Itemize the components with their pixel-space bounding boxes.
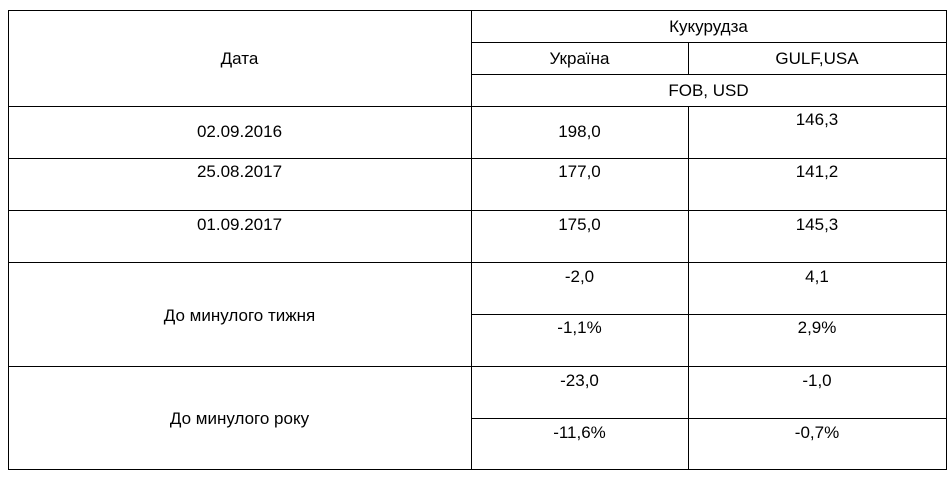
column-header: GULF,USA — [775, 49, 859, 68]
crop-header: Кукурудза — [669, 17, 748, 36]
change-value: -2,0 — [564, 267, 595, 286]
change-value: -11,6% — [553, 423, 606, 442]
date-header: Дата — [220, 49, 259, 68]
value-cell: 177,0 — [558, 162, 601, 181]
column-header: Україна — [549, 49, 610, 68]
borders — [8, 10, 947, 470]
unit-header: FOB, USD — [668, 81, 749, 100]
change-value: -0,7% — [794, 423, 840, 442]
value-cell: 146,3 — [795, 110, 839, 129]
date-cell: 01.09.2017 — [196, 215, 283, 234]
date-cell: 02.09.2016 — [196, 122, 283, 141]
change-value: -1,0 — [802, 371, 832, 390]
change-value: 4,1 — [805, 267, 829, 286]
change-label: До минулого тижня — [163, 306, 316, 325]
value-cell: 145,3 — [795, 215, 839, 234]
date-cell: 25.08.2017 — [196, 162, 283, 181]
change-value: 2,9% — [797, 318, 837, 337]
change-value: -1,1% — [557, 318, 602, 337]
value-cell: 141,2 — [795, 162, 839, 181]
value-cell: 198,0 — [558, 122, 601, 141]
change-value: -23,0 — [560, 371, 599, 390]
value-cell: 175,0 — [558, 215, 601, 234]
change-label: До минулого року — [169, 409, 310, 428]
